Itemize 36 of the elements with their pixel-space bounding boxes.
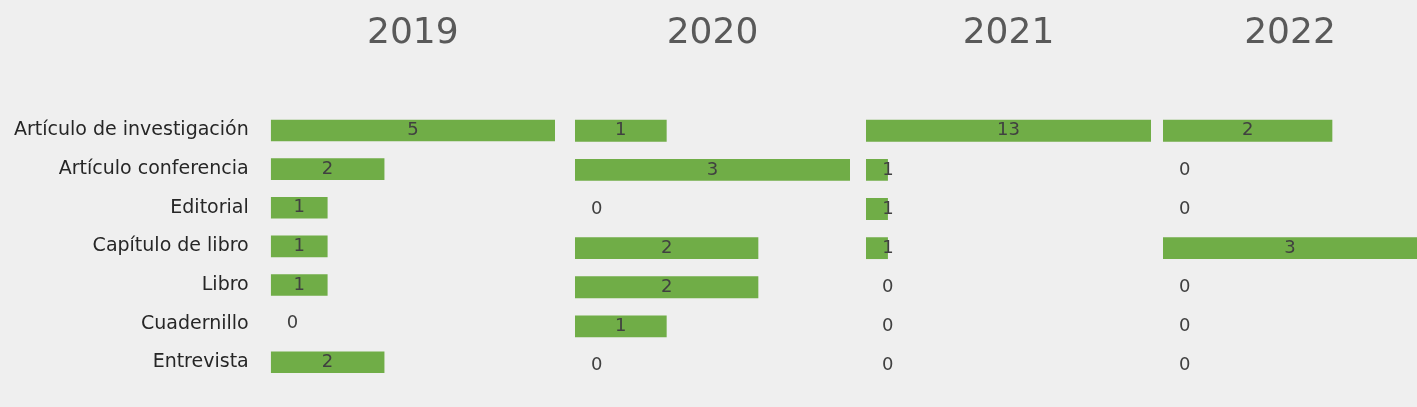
chart-title: 2022: [1244, 9, 1336, 51]
data-label: 0: [1179, 274, 1191, 296]
data-label: 0: [882, 353, 894, 375]
data-label: 0: [286, 311, 299, 333]
data-label: 0: [882, 274, 894, 296]
chart-title: 2021: [962, 9, 1055, 51]
y-tick-label: Editorial: [170, 194, 249, 217]
data-label: 0: [1179, 157, 1191, 179]
data-label: 1: [293, 234, 305, 256]
data-label: 2: [660, 235, 673, 257]
data-label: 0: [591, 196, 603, 218]
data-label: 2: [321, 156, 334, 178]
data-label: 1: [615, 118, 627, 140]
y-tick-label: Cuadernillo: [141, 310, 249, 333]
chart-title: 2020: [666, 9, 759, 51]
data-label: 0: [882, 314, 894, 335]
data-label: 3: [1284, 235, 1296, 257]
chart-title: 2019: [367, 9, 459, 51]
y-tick-label: Capítulo de libro: [92, 233, 249, 256]
data-label: 13: [997, 118, 1020, 140]
data-label: 3: [706, 157, 719, 179]
data-label: 0: [591, 353, 603, 375]
y-tick-label: Artículo conferencia: [58, 156, 249, 179]
y-tick-label: Libro: [201, 271, 249, 294]
data-label: 1: [293, 272, 305, 294]
data-label: 2: [321, 349, 334, 371]
data-label: 5: [407, 118, 419, 140]
data-label: 2: [660, 274, 673, 296]
data-label: 2: [1241, 118, 1254, 140]
data-label: 0: [1179, 196, 1191, 218]
data-label: 0: [1179, 353, 1191, 375]
y-tick-label: Artículo de investigación: [13, 117, 249, 140]
data-label: 0: [1179, 314, 1191, 335]
data-label: 1: [615, 314, 627, 335]
y-tick-label: Entrevista: [152, 349, 249, 372]
data-label: 1: [293, 195, 305, 217]
